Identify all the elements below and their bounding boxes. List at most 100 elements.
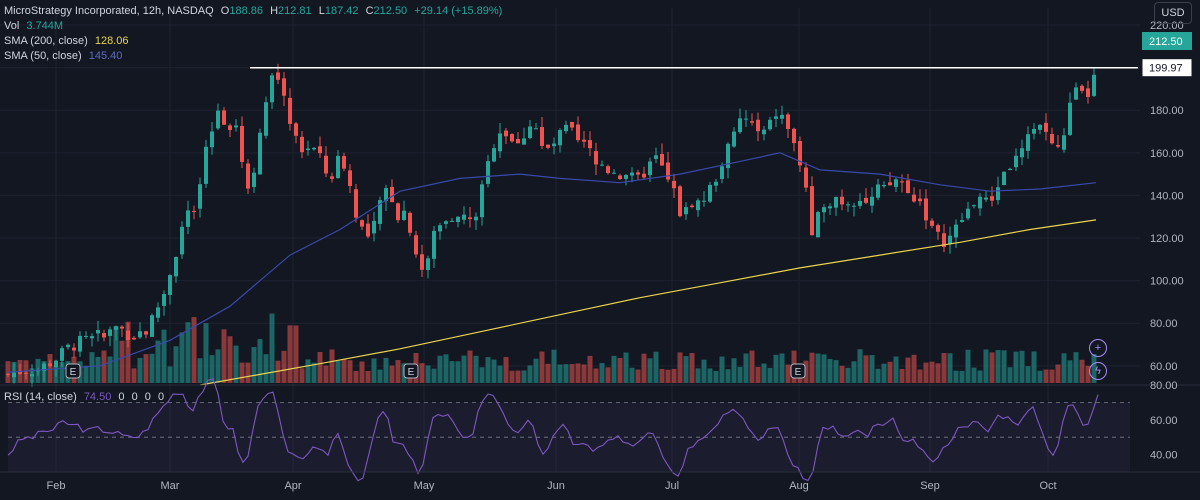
plus-circle-icon[interactable]: + (1089, 339, 1107, 357)
candle-body (948, 235, 952, 245)
volume-bar (149, 353, 155, 383)
candle-body (354, 189, 358, 218)
volume-bar (95, 356, 101, 383)
volume-bar (533, 358, 539, 383)
volume-bar (287, 325, 293, 383)
earnings-letter-1: E (408, 367, 415, 378)
lightning-icon[interactable]: ϟ (1089, 362, 1107, 380)
candle-body (450, 220, 454, 222)
candle-body (528, 126, 532, 139)
candle-body (306, 148, 310, 151)
volume-bar (527, 365, 533, 383)
volume-bar (365, 370, 371, 383)
candle-body (636, 172, 640, 175)
volume-bar (245, 362, 251, 383)
low-label: L (318, 5, 325, 17)
candle-body (570, 122, 574, 128)
volume-bar (539, 351, 545, 383)
volume-bar (497, 365, 503, 383)
candle-body (822, 207, 826, 213)
volume-bar (161, 329, 167, 383)
volume-bar (359, 361, 365, 383)
volume-bars (5, 313, 1097, 383)
price-axis[interactable]: 60.00 80.00 100.00 120.00 140.00 160.00 180.00… (1141, 20, 1193, 373)
volume-bar (905, 357, 911, 383)
candle-body (846, 204, 850, 206)
candle-body (798, 141, 802, 166)
volume-bar (917, 369, 923, 383)
volume-bar (137, 358, 143, 383)
candle-body (600, 164, 604, 166)
candle-body (420, 254, 424, 270)
rsi-extra-1: 0 (118, 391, 125, 403)
candle-body (540, 127, 544, 146)
volume-bar (233, 345, 239, 383)
volume-bar (83, 365, 89, 383)
volume-bar (749, 350, 755, 383)
volume-bar (389, 365, 395, 383)
candle-body (66, 344, 70, 348)
volume-bar (599, 363, 605, 383)
candle-body (336, 155, 340, 179)
rsi-legend[interactable]: RSI (14, close) 74.50 0 0 0 0 (4, 390, 168, 405)
sma200-value: 128.06 (94, 35, 129, 47)
volume-bar (695, 368, 701, 383)
sma200-legend[interactable]: SMA (200, close) 128.06 (4, 34, 132, 49)
candle-body (534, 128, 538, 130)
level-label: 199.97 (1149, 63, 1183, 75)
volume-bar (953, 370, 959, 383)
candle-body (1044, 122, 1048, 132)
candle-body (576, 124, 580, 141)
candle-body (312, 147, 316, 150)
volume-bar (131, 368, 137, 383)
rsi-tick-60: 60.00 (1150, 415, 1178, 427)
candle-body (714, 181, 718, 186)
level-label-box (1141, 58, 1193, 78)
volume-legend[interactable]: Vol 3.744M (4, 19, 67, 34)
volume-bar (221, 329, 227, 383)
candle-body (108, 329, 112, 336)
candle-body (732, 131, 736, 147)
volume-bar (731, 358, 737, 383)
candle-body (408, 212, 412, 233)
currency-button[interactable]: USD (1154, 2, 1192, 24)
candle-body (12, 372, 16, 378)
candle-body (984, 197, 988, 200)
volume-bar (923, 362, 929, 383)
change-value: +29.14 (+15.89%) (414, 5, 503, 17)
volume-bar (1025, 366, 1031, 383)
candle-body (516, 139, 520, 144)
time-label-Feb: Feb (47, 480, 66, 492)
volume-bar (977, 370, 983, 383)
candle-body (186, 210, 190, 227)
volume-bar (809, 352, 815, 383)
volume-bar (677, 352, 683, 383)
volume-bar (881, 363, 887, 383)
sma50-legend[interactable]: SMA (50, close) 145.40 (4, 49, 126, 64)
volume-bar (563, 364, 569, 383)
rsi-tick-80: 80.00 (1150, 380, 1178, 392)
candle-body (936, 225, 940, 232)
volume-bar (59, 362, 65, 383)
candle-body (1074, 87, 1078, 100)
candle-body (54, 360, 58, 368)
volume-bar (383, 357, 389, 383)
volume-bar (305, 359, 311, 383)
volume-bar (989, 352, 995, 383)
time-axis[interactable]: Feb Mar Apr May Jun Jul Aug Sep Oct (0, 471, 1200, 492)
candle-body (498, 133, 502, 152)
volume-bar (707, 368, 713, 383)
volume-bar (215, 349, 221, 383)
candle-body (906, 180, 910, 194)
candle-body (402, 210, 406, 220)
candle-body (648, 161, 652, 176)
earnings-letter-2: E (795, 367, 802, 378)
candle-body (720, 166, 724, 179)
candle-body (258, 132, 262, 175)
volume-bar (617, 358, 623, 383)
volume-bar (503, 357, 509, 383)
symbol-title[interactable]: MicroStrategy Incorporated, 12h, NASDAQ (4, 5, 214, 17)
volume-bar (1043, 369, 1049, 383)
